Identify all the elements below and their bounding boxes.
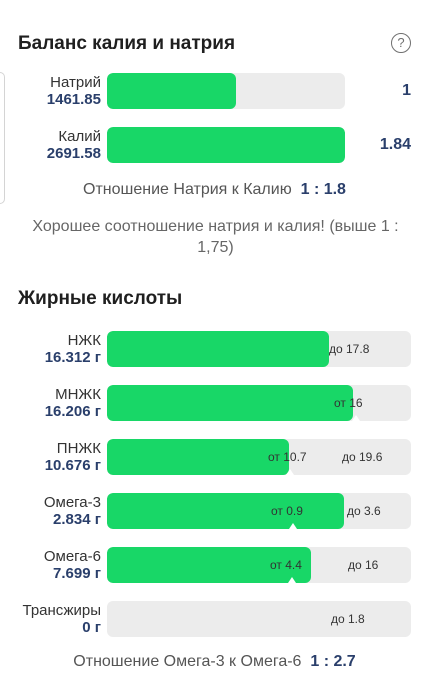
fatty-acid-label: Омега-3 bbox=[43, 494, 101, 511]
fatty-acid-value: 10.676 г bbox=[44, 457, 101, 474]
max-norm-label: до 3.6 bbox=[347, 504, 381, 518]
ratio-note: Хорошее соотношение натрия и калия! (выш… bbox=[32, 218, 399, 256]
section-title-fatty-acids: Жирные кислоты bbox=[18, 288, 183, 309]
fatty-acid-row: ПНЖК 10.676 г от 10.7 до 19.6 bbox=[0, 438, 429, 476]
sodium-potassium-ratio-label: Отношение Натрия к Калию bbox=[83, 181, 292, 198]
sodium-row: Натрий 1461.85 1 bbox=[0, 72, 429, 110]
fatty-acid-row: Омега-6 7.699 г от 4.4 до 16 bbox=[0, 546, 429, 584]
sodium-bar-fill bbox=[107, 73, 236, 109]
fatty-acid-bar-track: до 1.8 bbox=[107, 601, 411, 637]
section-title-potassium-sodium: Баланс калия и натрия bbox=[18, 33, 236, 54]
min-norm-tick bbox=[286, 469, 294, 475]
potassium-row: Калий 2691.58 1.84 bbox=[0, 126, 429, 164]
sodium-ratio-value: 1 bbox=[402, 82, 411, 99]
min-norm-tick bbox=[289, 523, 297, 529]
sodium-label: Натрий bbox=[50, 74, 101, 91]
omega-ratio-label: Отношение Омега-3 к Омега-6 bbox=[73, 653, 302, 670]
fatty-acid-value: 16.206 г bbox=[44, 403, 101, 420]
fatty-acid-bar-fill bbox=[107, 439, 290, 475]
potassium-ratio-value: 1.84 bbox=[379, 136, 411, 153]
max-norm-label: до 16 bbox=[348, 558, 379, 572]
fatty-acid-row: МНЖК 16.206 г от 16 bbox=[0, 384, 429, 422]
max-norm-label: до 19.6 bbox=[342, 450, 383, 464]
potassium-bar-fill bbox=[107, 127, 345, 163]
fatty-acid-label: МНЖК bbox=[55, 386, 101, 403]
fatty-acid-bar-track: от 10.7 до 19.6 bbox=[107, 439, 411, 475]
fatty-acid-bar-fill bbox=[107, 385, 354, 421]
omega-ratio-value: 1 : 2.7 bbox=[310, 653, 356, 670]
fatty-acid-row: Омега-3 2.834 г от 0.9 до 3.6 bbox=[0, 492, 429, 530]
potassium-label: Калий bbox=[58, 128, 101, 145]
max-norm-label: до 1.8 bbox=[331, 612, 365, 626]
fatty-acid-bar-track: до 17.8 bbox=[107, 331, 411, 367]
omega-ratio: Отношение Омега-3 к Омега-6 1 : 2.7 bbox=[0, 653, 429, 671]
fatty-acid-bar-fill bbox=[107, 331, 329, 367]
min-norm-label: от 0.9 bbox=[271, 504, 303, 518]
sodium-value: 1461.85 bbox=[46, 91, 101, 108]
sodium-potassium-ratio-value: 1 : 1.8 bbox=[300, 181, 346, 198]
fatty-acid-bar-track: от 16 bbox=[107, 385, 411, 421]
min-norm-label: от 16 bbox=[334, 396, 363, 410]
sodium-potassium-ratio: Отношение Натрия к Калию 1 : 1.8 bbox=[0, 181, 429, 199]
fatty-acid-label: Трансжиры bbox=[22, 602, 102, 619]
fatty-acid-bar-track: от 0.9 до 3.6 bbox=[107, 493, 411, 529]
min-norm-label: от 4.4 bbox=[270, 558, 302, 572]
min-norm-tick bbox=[288, 577, 296, 583]
min-norm-label: от 10.7 bbox=[268, 450, 307, 464]
fatty-acid-label: НЖК bbox=[67, 332, 101, 349]
fatty-acid-label: ПНЖК bbox=[56, 440, 101, 457]
fatty-acid-value: 16.312 г bbox=[44, 349, 101, 366]
potassium-value: 2691.58 bbox=[46, 145, 101, 162]
max-norm-label: до 17.8 bbox=[329, 342, 370, 356]
fatty-acid-value: 2.834 г bbox=[53, 511, 101, 528]
fatty-acid-row: Трансжиры 0 г до 1.8 bbox=[0, 600, 429, 638]
fatty-acid-bar-fill bbox=[107, 493, 345, 529]
potassium-bar-track bbox=[107, 127, 345, 163]
min-norm-tick bbox=[352, 415, 360, 421]
sodium-bar-track bbox=[107, 73, 345, 109]
fatty-acid-label: Омега-6 bbox=[43, 548, 101, 565]
fatty-acid-value: 7.699 г bbox=[53, 565, 101, 582]
fatty-acid-row: НЖК 16.312 г до 17.8 bbox=[0, 330, 429, 368]
fatty-acid-bar-fill bbox=[107, 547, 311, 583]
fatty-acid-value: 0 г bbox=[82, 619, 101, 636]
fatty-acid-bar-track: от 4.4 до 16 bbox=[107, 547, 411, 583]
help-icon[interactable]: ? bbox=[391, 33, 411, 53]
